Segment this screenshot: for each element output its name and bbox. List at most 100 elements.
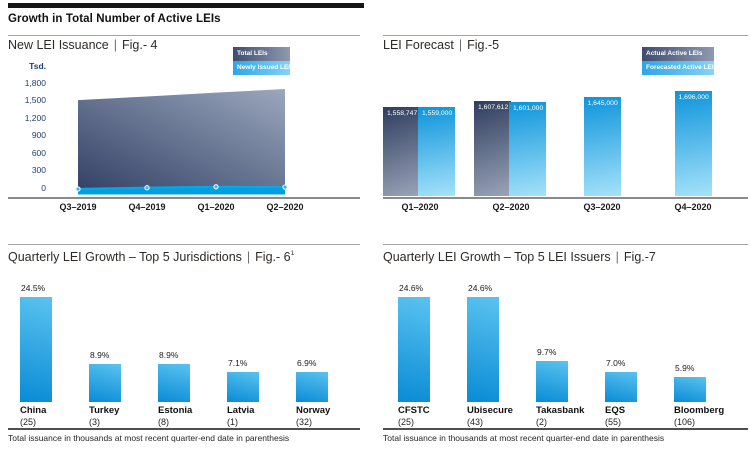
fig6-footnote: Total issuance in thousands at most rece…	[8, 433, 290, 443]
growth-bar	[398, 297, 430, 402]
fig5-x-label: Q1–2020	[401, 202, 439, 212]
actual-bar: 1,607,612	[474, 101, 511, 196]
category-label: China	[20, 405, 47, 416]
fig4-y-tick: 1,500	[24, 95, 46, 105]
actual-bar-value: 1,607,612	[478, 104, 509, 112]
fig4-axis-line	[8, 197, 360, 199]
category-sublabel: (25)	[20, 417, 37, 427]
growth-bar	[158, 363, 190, 402]
growth-bar	[89, 363, 121, 402]
fig4-legend: Total LEIs Newly Issued LEIs	[233, 47, 290, 75]
fig5-x-label: Q3–2020	[583, 202, 621, 212]
newly-issued-line	[77, 185, 286, 191]
category-label: Ubisecure	[467, 405, 513, 416]
growth-bar	[674, 376, 706, 402]
forecast-bar-value: 1,559,000	[422, 110, 453, 118]
fig4-y-tick: 0	[41, 182, 46, 193]
fig6-header: Quarterly LEI Growth – Top 5 Jurisdictio…	[8, 250, 294, 264]
growth-bar	[296, 372, 328, 402]
forecast-bar: 1,559,000	[418, 107, 455, 196]
fig7-header: Quarterly LEI Growth – Top 5 LEI Issuers…	[383, 250, 656, 264]
percent-label: 24.6%	[399, 283, 424, 293]
percent-label: 7.1%	[228, 357, 248, 368]
fig4-y-ticks: 1,800 1,500 1,200 900 600 300 0	[0, 75, 46, 198]
fig4-fig-label: Fig.- 4	[122, 38, 158, 52]
category-sublabel: (106)	[674, 417, 696, 427]
fig5-fig-label: Fig.-5	[467, 38, 500, 52]
percent-label: 6.9%	[297, 358, 317, 369]
newly-issued-marker-dot	[75, 186, 81, 192]
category-label: Turkey	[89, 405, 120, 416]
percent-label: 5.9%	[675, 362, 695, 373]
fig5-legend-forecast: Forecasted Active LEIs	[642, 61, 714, 75]
fig6-title: Quarterly LEI Growth – Top 5 Jurisdictio…	[8, 250, 242, 264]
top-accent-bar	[8, 3, 364, 8]
fig4-pipe: |	[113, 38, 117, 52]
actual-bar: 1,558,747	[383, 107, 420, 196]
fig6-fig-label: Fig.- 6	[255, 250, 291, 264]
percent-label: 8.9%	[159, 349, 179, 360]
category-label: Latvia	[227, 405, 255, 416]
divider-left-mid	[8, 244, 360, 245]
fig5-header: LEI Forecast | Fig.-5	[383, 38, 499, 52]
page-title: Growth in Total Number of Active LEIs	[8, 13, 221, 25]
growth-bar	[605, 372, 637, 402]
fig4-header: New LEI Issuance | Fig.- 4	[8, 38, 157, 52]
forecast-bar-value: 1,601,000	[513, 105, 544, 113]
total-leis-area	[78, 89, 285, 191]
category-sublabel: (43)	[467, 417, 484, 427]
category-sublabel: (1)	[227, 417, 238, 427]
category-sublabel: (55)	[605, 417, 622, 427]
category-label: EQS	[605, 405, 626, 416]
category-label: Norway	[296, 405, 331, 416]
fig6-pipe: |	[246, 250, 251, 264]
fig5-pipe: |	[458, 38, 463, 52]
divider-left-top	[8, 35, 360, 36]
fig5-legend: Actual Active LEIs Forecasted Active LEI…	[642, 47, 714, 75]
category-sublabel: (25)	[398, 417, 415, 427]
fig5-title: LEI Forecast	[383, 38, 454, 52]
forecast-bar-value: 1,645,000	[587, 100, 618, 107]
fig4-y-axis-unit: Tsd.	[29, 61, 46, 71]
newly-issued-marker-dot	[282, 184, 288, 190]
percent-label: 9.7%	[537, 346, 557, 357]
category-sublabel: (8)	[158, 417, 169, 427]
fig5-x-label: Q4–2020	[674, 202, 712, 212]
growth-bar	[536, 360, 568, 402]
growth-bar	[20, 297, 52, 402]
fig4-y-tick: 1,200	[24, 112, 46, 123]
growth-bar	[467, 297, 499, 402]
fig4-x-labels: Q3–2019 Q4–2019 Q1–2020 Q2–2020	[0, 202, 360, 214]
fig4-x-label: Q2–2020	[266, 202, 304, 212]
fig4-y-tick: 300	[31, 165, 46, 175]
category-label: Bloomberg	[674, 405, 725, 416]
fig7-footer-rule	[383, 428, 748, 430]
fig7-title: Quarterly LEI Growth – Top 5 LEI Issuers	[383, 250, 611, 264]
fig5-axis-line	[383, 197, 748, 199]
category-sublabel: (2)	[536, 417, 547, 427]
fig5-plot: 1,558,747 1,559,000 1,607,612 1,601,000 1,64…	[383, 91, 748, 196]
fig6-plot: 24.5% China (25) 8.9% Turkey (3) 8.9% Estonia (8…	[8, 282, 360, 427]
newly-issued-marker-dot	[213, 184, 219, 190]
fig4-y-tick: 900	[31, 130, 46, 140]
forecast-bar: 1,696,000	[674, 91, 712, 196]
fig4-legend-total-leis: Total LEIs	[233, 47, 290, 61]
fig6-footnote-marker: 1	[290, 250, 295, 257]
fig7-pipe: |	[615, 250, 619, 264]
fig4-plot	[75, 89, 288, 195]
percent-label: 24.5%	[21, 283, 46, 293]
fig4-y-tick: 600	[31, 147, 46, 158]
fig5-x-labels: Q1–2020 Q2–2020 Q3–2020 Q4–2020	[383, 202, 748, 214]
actual-bar-value: 1,558,747	[387, 110, 418, 118]
fig4-x-label: Q1–2020	[197, 202, 235, 212]
fig5-legend-actual: Actual Active LEIs	[642, 47, 714, 61]
percent-label: 8.9%	[90, 349, 110, 360]
fig4-x-label: Q4–2019	[128, 202, 166, 212]
category-label: CFSTC	[398, 405, 430, 416]
fig4-title: New LEI Issuance	[8, 38, 109, 52]
percent-label: 24.6%	[468, 283, 493, 293]
category-sublabel: (32)	[296, 417, 313, 427]
category-label: Takasbank	[536, 405, 585, 416]
fig6-footer-rule	[8, 428, 360, 430]
